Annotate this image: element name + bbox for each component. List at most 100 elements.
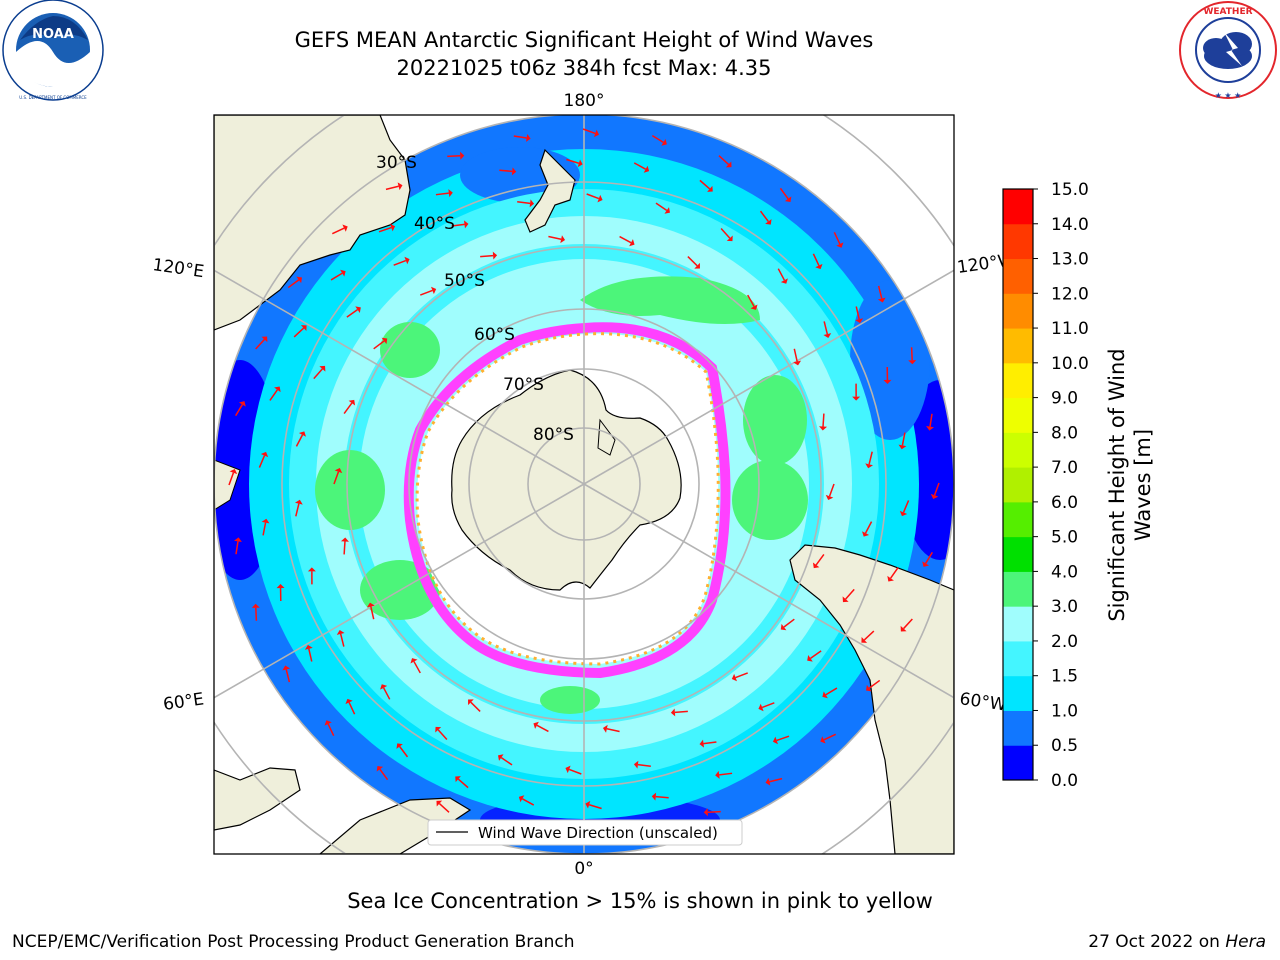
legend-box	[427, 819, 743, 846]
wave-direction-arrowhead	[460, 151, 465, 160]
wave-direction-arrow	[776, 735, 790, 742]
colorbar-tick-label: 13.0	[1051, 250, 1089, 270]
wave-direction-arrow	[568, 768, 582, 775]
wave-direction-arrow	[582, 128, 596, 135]
colorbar-swatch	[1003, 362, 1033, 399]
wave-direction-arrowhead	[780, 623, 787, 631]
wave-direction-arrow	[901, 432, 906, 446]
wave-direction-arrow	[929, 413, 933, 427]
wave-direction-arrowhead	[260, 451, 269, 458]
lat-label-50s: 50°S	[444, 271, 485, 291]
wave-direction-arrowhead	[585, 800, 591, 809]
wave-direction-arrowhead	[298, 431, 306, 437]
colorbar-swatch	[1003, 432, 1033, 468]
wave-direction-arrow	[651, 134, 664, 144]
wave-direction-arrow	[586, 193, 600, 200]
wave-direction-arrow	[703, 741, 717, 745]
wave-direction-arrow	[902, 500, 910, 513]
wave-direction-arrow	[382, 687, 391, 700]
colorbar-tick-label: 3.0	[1051, 597, 1078, 617]
green-patch	[580, 276, 760, 324]
wave-direction-arrowhead	[340, 537, 349, 542]
legend-label: Wind Wave Direction (unscaled)	[478, 824, 718, 842]
wave-direction-arrow	[933, 482, 940, 496]
wave-direction-arrowhead	[862, 531, 870, 537]
wave-direction-arrow	[924, 551, 934, 564]
wave-direction-arrowhead	[765, 777, 771, 786]
wave-direction-arrow	[828, 483, 835, 497]
wave-direction-arrow	[687, 256, 698, 267]
wave-direction-arrowhead	[366, 602, 375, 608]
colorbar-tick-label: 0.5	[1051, 736, 1078, 756]
wave-direction-arrow	[868, 679, 881, 689]
wave-direction-arrowhead	[324, 720, 332, 726]
wave-direction-arrowhead	[820, 736, 826, 744]
colorbar-swatch	[1003, 640, 1033, 677]
wave-direction-arrowhead	[661, 138, 667, 146]
wave-direction-arrow	[346, 309, 358, 318]
wave-direction-arrowhead	[294, 499, 303, 505]
wave-direction-arrowhead	[404, 256, 410, 265]
wave-direction-arrowhead	[784, 196, 792, 202]
wave-direction-arrowhead	[229, 468, 238, 475]
wave-direction-arrowhead	[670, 708, 676, 717]
wave-direction-arrowhead	[526, 134, 531, 142]
lat-label-70s: 70°S	[503, 375, 544, 395]
wave-direction-arrow	[588, 804, 602, 810]
wave-direction-arrow	[890, 567, 899, 579]
wave-direction-arrow	[845, 588, 855, 600]
colorbar-tick-label: 15.0	[1051, 180, 1089, 200]
wave-direction-arrow	[313, 368, 323, 380]
colorbar-swatch	[1003, 223, 1033, 260]
wave-direction-arrowhead	[276, 584, 285, 589]
colorbar-swatch	[1003, 536, 1033, 572]
wave-direction-arrow	[287, 279, 300, 289]
wave-direction-arrowhead	[380, 684, 388, 690]
colorbar-tick-label: 6.0	[1051, 493, 1078, 513]
colorbar-swatch	[1003, 397, 1033, 433]
wave-direction-arrow	[812, 253, 820, 266]
wave-direction-arrow	[655, 795, 669, 799]
wave-direction-arrowhead	[750, 304, 758, 310]
wave-direction-arrowhead	[307, 567, 316, 572]
colorbar-swatch	[1003, 258, 1033, 294]
wave-direction-arrow	[707, 810, 721, 813]
wave-direction-arrowhead	[497, 754, 504, 761]
wave-direction-arrowhead	[410, 658, 418, 664]
wave-direction-arrowhead	[726, 235, 733, 242]
wave-direction-arrow	[769, 777, 783, 783]
wave-direction-arrowhead	[355, 306, 361, 313]
lon-label-60w: 60°W	[958, 689, 1007, 715]
wave-direction-arrow	[521, 798, 535, 806]
svg-text:U.S. DEPARTMENT OF COMMERCE: U.S. DEPARTMENT OF COMMERCE	[19, 95, 87, 100]
wave-direction-arrowhead	[899, 510, 908, 517]
colorbar-tick-label: 10.0	[1051, 354, 1089, 374]
lat-label-30s: 30°S	[376, 153, 417, 173]
wave-direction-arrowhead	[238, 401, 246, 407]
colorbar-label-line1: Significant Height of Wind	[1105, 348, 1129, 621]
wave-direction-arrowhead	[261, 518, 270, 524]
noaa-logo: NOAA U.S. DEPARTMENT OF COMMERCE	[2, 0, 104, 101]
wave-direction-arrowhead	[855, 318, 864, 324]
wave-direction-arrow	[833, 231, 841, 245]
wave-direction-arrowhead	[715, 770, 720, 779]
wave-direction-arrow	[637, 763, 651, 767]
wave-direction-arrow	[234, 404, 244, 417]
wave-direction-arrowhead	[396, 743, 403, 749]
wave-direction-arrowhead	[533, 721, 539, 729]
wave-direction-arrowhead	[836, 242, 844, 248]
wave-direction-arrowhead	[397, 182, 403, 191]
wave-direction-arrow	[855, 306, 860, 320]
wave-direction-arrow	[420, 289, 433, 296]
wave-direction-arrow	[747, 294, 755, 307]
wave-direction-arrow	[343, 541, 346, 555]
wave-direction-arrow	[674, 710, 688, 714]
wave-direction-arrow	[863, 630, 875, 641]
credit-right: 27 Oct 2022 on Hera	[1088, 932, 1266, 952]
wave-direction-arrowhead	[468, 699, 474, 706]
chart-title: GEFS MEAN Antarctic Significant Height o…	[294, 28, 874, 52]
wave-direction-arrow	[825, 687, 838, 696]
wave-direction-arrowhead	[448, 189, 453, 198]
wave-direction-arrow	[777, 268, 786, 281]
